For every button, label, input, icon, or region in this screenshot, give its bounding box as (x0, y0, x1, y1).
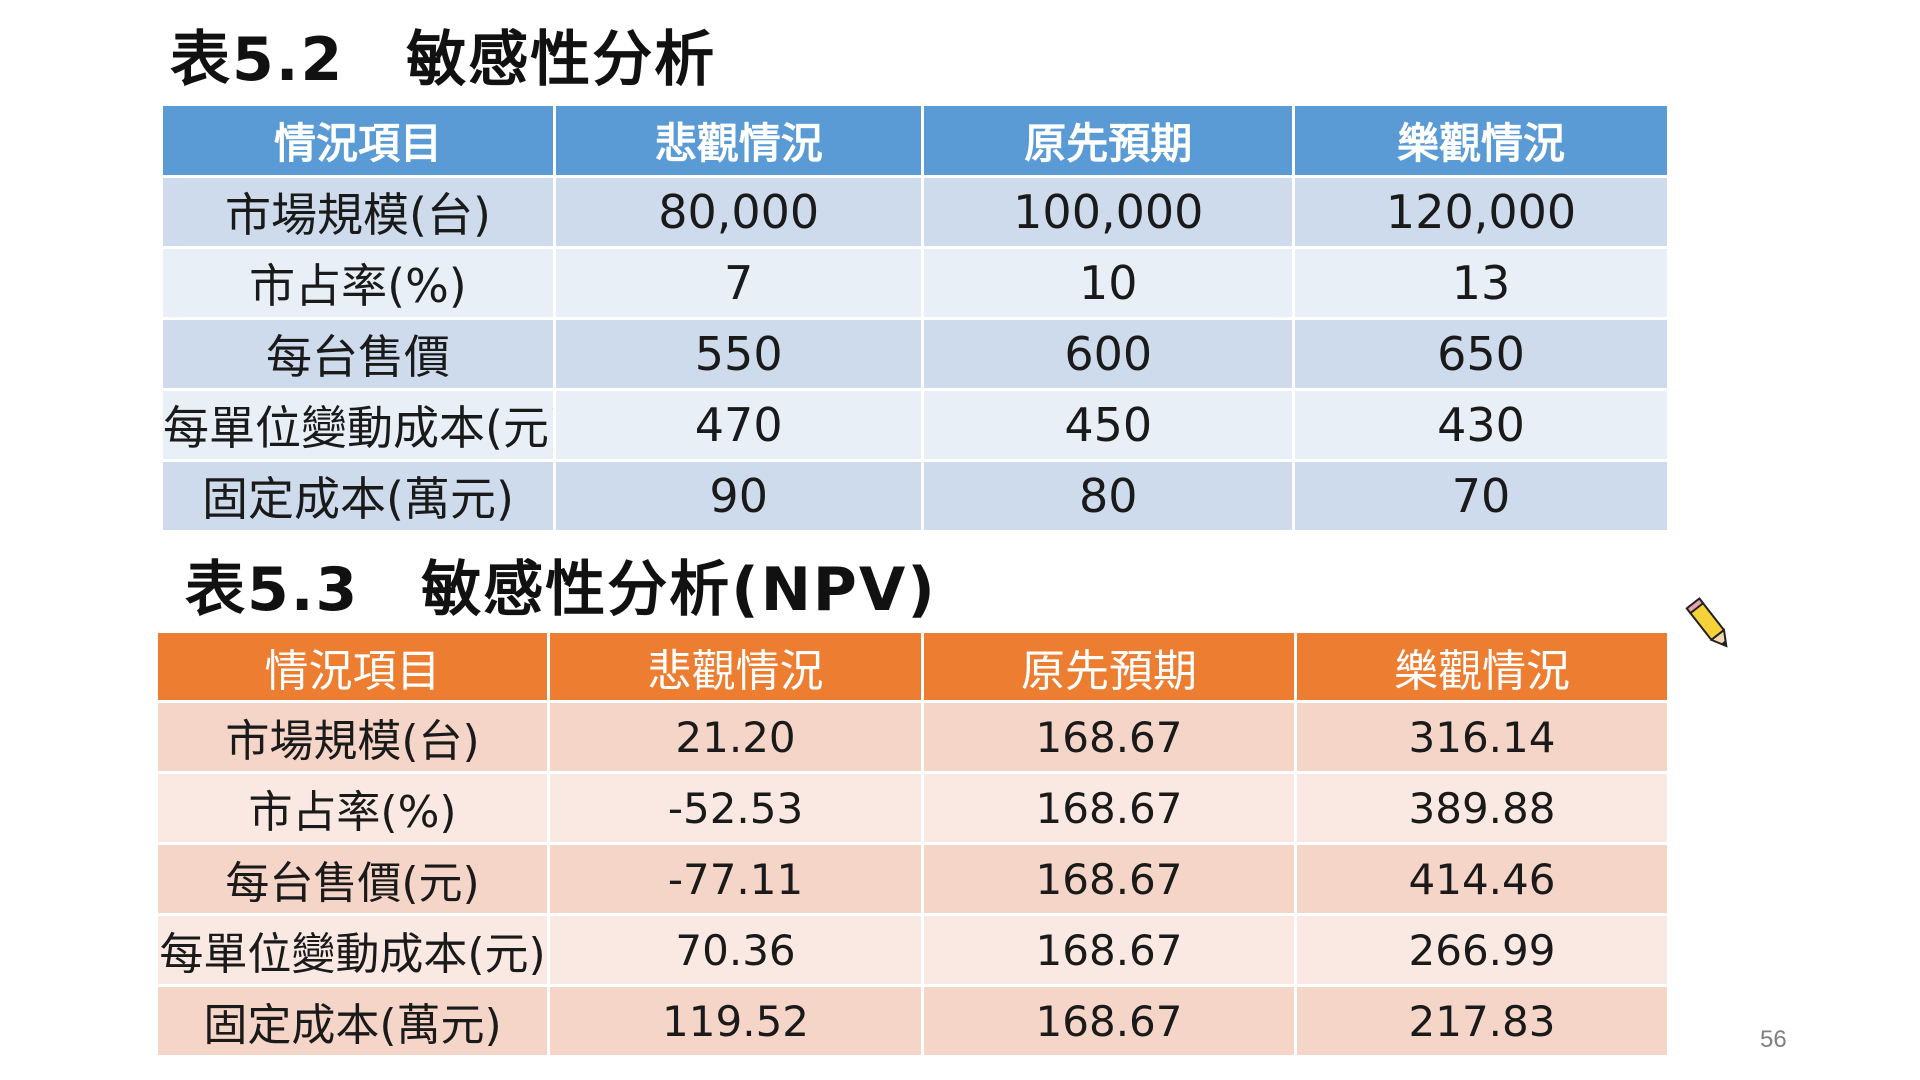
table-row: 每單位變動成本(元) 70.36 168.67 266.99 (154, 913, 1670, 987)
table-header-row: 情況項目 悲觀情況 原先預期 樂觀情況 (160, 103, 1670, 178)
table-cell: 414.46 (1294, 842, 1670, 916)
row-label: 市占率(%) (154, 771, 551, 845)
table-cell: 389.88 (1294, 771, 1670, 845)
table-5-3-title: 表5.3 敏感性分析(NPV) (185, 555, 937, 625)
table-cell: 120,000 (1292, 175, 1670, 249)
table-cell: 70.36 (547, 913, 925, 987)
table-row: 每台售價(元) -77.11 168.67 414.46 (154, 842, 1670, 916)
table-cell: 7 (552, 246, 925, 320)
table-cell: 100,000 (921, 175, 1296, 249)
header-cell: 樂觀情況 (1292, 103, 1670, 178)
header-cell: 悲觀情況 (552, 103, 925, 178)
table-cell: 430 (1292, 388, 1670, 462)
table-row: 市場規模(台) 80,000 100,000 120,000 (160, 175, 1670, 249)
table-cell: 168.67 (921, 842, 1297, 916)
page-number: 56 (1760, 1026, 1787, 1053)
table-5-2-title: 表5.2 敏感性分析 (170, 25, 717, 95)
pencil-icon (1676, 585, 1736, 655)
table-row: 固定成本(萬元) 90 80 70 (160, 459, 1670, 533)
table-cell: 80,000 (552, 175, 925, 249)
table-cell: 600 (921, 317, 1296, 391)
table-header-row: 情況項目 悲觀情況 原先預期 樂觀情況 (154, 630, 1670, 703)
table-cell: -77.11 (547, 842, 925, 916)
table-cell: 10 (921, 246, 1296, 320)
table-cell: -52.53 (547, 771, 925, 845)
header-cell: 情況項目 (160, 103, 556, 178)
table-cell: 650 (1292, 317, 1670, 391)
header-cell: 原先預期 (921, 630, 1297, 703)
table-cell: 316.14 (1294, 700, 1670, 774)
row-label: 市占率(%) (160, 246, 556, 320)
row-label: 市場規模(台) (154, 700, 551, 774)
table-cell: 168.67 (921, 771, 1297, 845)
row-label: 每單位變動成本(元) (154, 913, 551, 987)
table-row: 市占率(%) 7 10 13 (160, 246, 1670, 320)
table-cell: 217.83 (1294, 984, 1670, 1058)
table-row: 市場規模(台) 21.20 168.67 316.14 (154, 700, 1670, 774)
table-cell: 550 (552, 317, 925, 391)
header-cell: 悲觀情況 (547, 630, 925, 703)
row-label: 每單位變動成本(元) (160, 388, 556, 462)
table-cell: 450 (921, 388, 1296, 462)
table-cell: 470 (552, 388, 925, 462)
table-cell: 168.67 (921, 984, 1297, 1058)
table-cell: 168.67 (921, 700, 1297, 774)
table-cell: 80 (921, 459, 1296, 533)
npv-sensitivity-table: 情況項目 悲觀情況 原先預期 樂觀情況 市場規模(台) 21.20 168.67… (154, 630, 1670, 1058)
table-row: 每單位變動成本(元) 470 450 430 (160, 388, 1670, 462)
row-label: 固定成本(萬元) (154, 984, 551, 1058)
row-label: 固定成本(萬元) (160, 459, 556, 533)
table-cell: 119.52 (547, 984, 925, 1058)
sensitivity-table: 情況項目 悲觀情況 原先預期 樂觀情況 市場規模(台) 80,000 100,0… (160, 103, 1670, 533)
table-cell: 70 (1292, 459, 1670, 533)
row-label: 每台售價(元) (154, 842, 551, 916)
table-cell: 21.20 (547, 700, 925, 774)
table-row: 市占率(%) -52.53 168.67 389.88 (154, 771, 1670, 845)
header-cell: 情況項目 (154, 630, 551, 703)
table-cell: 168.67 (921, 913, 1297, 987)
table-cell: 266.99 (1294, 913, 1670, 987)
table-row: 每台售價 550 600 650 (160, 317, 1670, 391)
table-cell: 13 (1292, 246, 1670, 320)
table-cell: 90 (552, 459, 925, 533)
table-row: 固定成本(萬元) 119.52 168.67 217.83 (154, 984, 1670, 1058)
row-label: 每台售價 (160, 317, 556, 391)
header-cell: 原先預期 (921, 103, 1296, 178)
header-cell: 樂觀情況 (1294, 630, 1670, 703)
row-label: 市場規模(台) (160, 175, 556, 249)
